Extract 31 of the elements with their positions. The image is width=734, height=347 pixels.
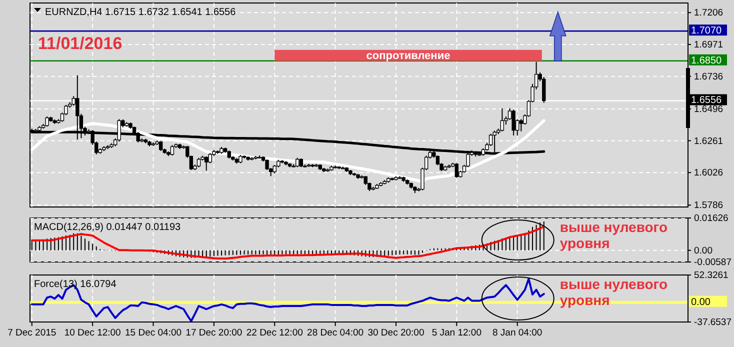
ref-line-label: 1.6850 xyxy=(691,55,722,66)
y-tick-label: 1.6026 xyxy=(694,168,724,179)
y-tick-label: 0.00 xyxy=(694,245,712,256)
x-tick-label: 5 Jan 12:00 xyxy=(432,328,482,339)
x-tick-label: 28 Dec 04:00 xyxy=(307,328,364,339)
x-tick-label: 30 Dec 20:00 xyxy=(368,328,424,339)
annotation: сопротивление xyxy=(366,50,450,62)
y-tick-label: 52.3261 xyxy=(694,270,728,282)
y-tick-label: 1.6496 xyxy=(694,104,724,115)
y-tick-label: 1.6971 xyxy=(694,40,724,51)
annotation: 11/01/2016 xyxy=(38,34,122,53)
x-tick-label: 17 Dec 20:00 xyxy=(186,328,242,339)
x-tick-label: 7 Dec 2015 xyxy=(8,328,56,339)
chart-title: EURNZD,H4 1.6715 1.6732 1.6541 1.6556 xyxy=(45,7,236,18)
text: выше нулевого уровня xyxy=(560,276,668,308)
x-tick-label: 22 Dec 12:00 xyxy=(246,328,303,339)
text: выше нулевого уровня xyxy=(560,219,668,252)
x-tick-label: 10 Dec 12:00 xyxy=(64,328,121,339)
x-tick-label: 8 Jan 04:00 xyxy=(492,328,542,339)
chart-title: MACD(12,26,9) 0.01447 0.01193 xyxy=(34,222,182,233)
y-tick-label: 1.5786 xyxy=(694,200,724,212)
y-tick-label: -0.00587 xyxy=(694,257,732,268)
y-tick-label: -37.6537 xyxy=(694,317,732,328)
ref-line-label: 1.7070 xyxy=(691,26,722,37)
x-tick-label: 15 Dec 04:00 xyxy=(125,328,182,339)
y-tick-label: 1.7206 xyxy=(694,8,724,19)
y-tick-label: 1.6261 xyxy=(694,136,724,147)
chart-title: Force(13) 16.0794 xyxy=(34,279,117,290)
ref-line-label: 1.6556 xyxy=(691,95,722,106)
y-tick-label: 1.6736 xyxy=(694,71,724,82)
y-tick-label: 0.01626 xyxy=(694,213,728,224)
